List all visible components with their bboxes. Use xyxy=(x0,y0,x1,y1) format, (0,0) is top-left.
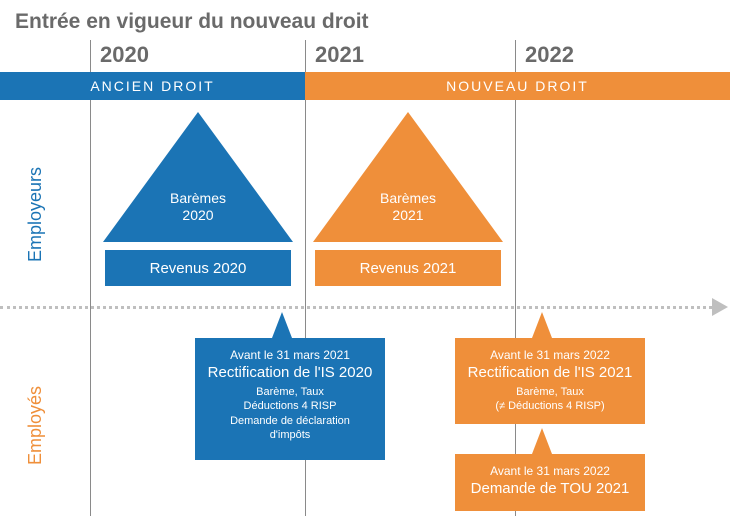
callout-arrow-blue xyxy=(272,312,292,338)
callout-date: Avant le 31 mars 2022 xyxy=(463,464,637,478)
callout-detail: Barème, Taux xyxy=(463,385,637,399)
revenue-box-left: Revenus 2020 xyxy=(105,250,291,286)
triangle-label-line2: 2021 xyxy=(348,207,468,224)
row-label-employeurs: Employeurs xyxy=(25,167,46,262)
callout-detail: (≠ Déductions 4 RISP) xyxy=(463,399,637,413)
triangle-label-right: Barèmes2021 xyxy=(348,190,468,224)
row-label-employes: Employés xyxy=(25,386,46,465)
page-title: Entrée en vigueur du nouveau droit xyxy=(15,10,369,34)
revenue-box-right: Revenus 2021 xyxy=(315,250,501,286)
callout-blue: Avant le 31 mars 2021 Rectification de l'… xyxy=(195,338,385,460)
callout-orange_bottom: Avant le 31 mars 2022 Demande de TOU 2021 xyxy=(455,454,645,511)
gridline xyxy=(515,40,516,516)
callout-detail: Demande de déclaration xyxy=(203,414,377,428)
triangle-label-line1: Barèmes xyxy=(138,190,258,207)
year-label: 2021 xyxy=(315,42,364,68)
callout-heading: Rectification de l'IS 2021 xyxy=(463,364,637,381)
callout-detail: d'impôts xyxy=(203,428,377,442)
year-label: 2022 xyxy=(525,42,574,68)
callout-heading: Demande de TOU 2021 xyxy=(463,480,637,497)
triangle-label-left: Barèmes2020 xyxy=(138,190,258,224)
callout-orange_top: Avant le 31 mars 2022 Rectification de l'… xyxy=(455,338,645,424)
callout-date: Avant le 31 mars 2022 xyxy=(463,348,637,362)
callout-date: Avant le 31 mars 2021 xyxy=(203,348,377,362)
year-label: 2020 xyxy=(100,42,149,68)
callout-detail: Déductions 4 RISP xyxy=(203,399,377,413)
callout-heading: Rectification de l'IS 2020 xyxy=(203,364,377,381)
triangle-label-line2: 2020 xyxy=(138,207,258,224)
callout-detail: Barème, Taux xyxy=(203,385,377,399)
triangle-label-line1: Barèmes xyxy=(348,190,468,207)
timeline-arrowhead xyxy=(712,298,728,316)
callout-arrow-orange_bottom xyxy=(532,428,552,454)
regime-band-left: ANCIEN DROIT xyxy=(0,72,305,100)
gridline xyxy=(90,40,91,516)
timeline-axis xyxy=(0,306,712,309)
regime-band-right: NOUVEAU DROIT xyxy=(305,72,730,100)
callout-arrow-orange_top xyxy=(532,312,552,338)
